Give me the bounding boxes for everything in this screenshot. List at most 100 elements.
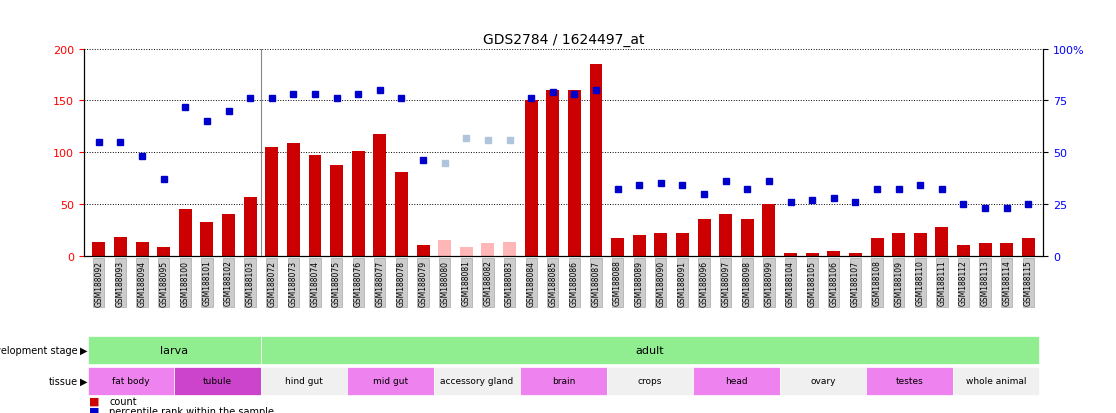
Text: mid gut: mid gut	[373, 377, 408, 385]
Bar	[612, 238, 624, 256]
Text: ■: ■	[89, 406, 99, 413]
Text: larva: larva	[161, 345, 189, 355]
Text: GSM188078: GSM188078	[397, 260, 406, 306]
Text: GSM188073: GSM188073	[289, 260, 298, 306]
Bar	[287, 143, 300, 256]
Bar	[439, 240, 451, 256]
Text: GSM188094: GSM188094	[137, 260, 146, 306]
Text: GSM188074: GSM188074	[310, 260, 319, 306]
Text: GSM188097: GSM188097	[721, 260, 730, 306]
Text: GSM188072: GSM188072	[267, 260, 277, 306]
Bar	[460, 248, 473, 256]
Text: GSM188077: GSM188077	[375, 260, 384, 306]
Text: GSM188108: GSM188108	[873, 260, 882, 306]
Text: GSM188100: GSM188100	[181, 260, 190, 306]
Bar	[568, 91, 580, 256]
Text: GSM188114: GSM188114	[1002, 260, 1011, 306]
Text: GSM188101: GSM188101	[202, 260, 211, 306]
Bar	[914, 233, 926, 256]
Text: GSM188103: GSM188103	[246, 260, 254, 306]
Bar	[88, 336, 261, 364]
Bar	[88, 367, 174, 395]
Bar	[827, 251, 840, 256]
Text: ■: ■	[89, 396, 99, 406]
Text: GSM188081: GSM188081	[462, 260, 471, 306]
Bar	[693, 367, 780, 395]
Bar	[762, 204, 776, 256]
Bar	[785, 253, 797, 256]
Text: GSM188082: GSM188082	[483, 260, 492, 306]
Bar	[607, 367, 693, 395]
Text: GSM188110: GSM188110	[916, 260, 925, 306]
Text: development stage: development stage	[0, 345, 78, 355]
Bar	[589, 65, 603, 256]
Text: GSM188113: GSM188113	[981, 260, 990, 306]
Bar	[261, 367, 347, 395]
Bar	[503, 243, 516, 256]
Bar	[525, 101, 538, 256]
Bar	[953, 367, 1039, 395]
Title: GDS2784 / 1624497_at: GDS2784 / 1624497_at	[483, 33, 644, 47]
Text: accessory gland: accessory gland	[441, 377, 513, 385]
Text: hind gut: hind gut	[286, 377, 324, 385]
Bar	[1022, 238, 1035, 256]
Bar	[308, 156, 321, 256]
Text: GSM188080: GSM188080	[440, 260, 450, 306]
Bar	[114, 237, 127, 256]
Bar	[1000, 244, 1013, 256]
Text: GSM188085: GSM188085	[548, 260, 557, 306]
Bar	[935, 227, 949, 256]
Bar	[347, 367, 434, 395]
Bar	[374, 134, 386, 256]
Bar	[870, 238, 884, 256]
Text: head: head	[725, 377, 748, 385]
Bar	[243, 197, 257, 256]
Text: GSM188087: GSM188087	[591, 260, 600, 306]
Bar	[741, 220, 753, 256]
Text: GSM188115: GSM188115	[1023, 260, 1032, 306]
Bar	[201, 222, 213, 256]
Text: GSM188099: GSM188099	[764, 260, 773, 306]
Bar	[979, 244, 992, 256]
Bar	[174, 367, 261, 395]
Bar	[266, 148, 278, 256]
Text: percentile rank within the sample: percentile rank within the sample	[109, 406, 275, 413]
Text: GSM188076: GSM188076	[354, 260, 363, 306]
Text: GSM188102: GSM188102	[224, 260, 233, 306]
Text: GSM188093: GSM188093	[116, 260, 125, 306]
Text: GSM188079: GSM188079	[418, 260, 427, 306]
Text: ▶: ▶	[80, 376, 88, 386]
Text: GSM188107: GSM188107	[850, 260, 860, 306]
Bar	[547, 91, 559, 256]
Bar	[222, 215, 235, 256]
Text: testes: testes	[895, 377, 923, 385]
Bar	[806, 253, 819, 256]
Bar	[633, 235, 646, 256]
Bar	[698, 220, 711, 256]
Bar	[93, 243, 105, 256]
Text: ▶: ▶	[80, 345, 88, 355]
Text: GSM188096: GSM188096	[700, 260, 709, 306]
Text: GSM188089: GSM188089	[635, 260, 644, 306]
Bar	[261, 336, 1039, 364]
Text: whole animal: whole animal	[965, 377, 1026, 385]
Bar	[892, 233, 905, 256]
Bar	[520, 367, 607, 395]
Bar	[866, 367, 953, 395]
Text: GSM188083: GSM188083	[506, 260, 514, 306]
Text: GSM188109: GSM188109	[894, 260, 903, 306]
Text: GSM188090: GSM188090	[656, 260, 665, 306]
Bar	[780, 367, 866, 395]
Bar	[416, 246, 430, 256]
Text: GSM188111: GSM188111	[937, 260, 946, 306]
Text: GSM188105: GSM188105	[808, 260, 817, 306]
Text: count: count	[109, 396, 137, 406]
Bar	[135, 243, 148, 256]
Text: GSM188075: GSM188075	[333, 260, 341, 306]
Bar	[330, 165, 343, 256]
Text: fat body: fat body	[113, 377, 150, 385]
Bar	[352, 152, 365, 256]
Text: GSM188095: GSM188095	[160, 260, 169, 306]
Bar	[179, 210, 192, 256]
Text: brain: brain	[552, 377, 575, 385]
